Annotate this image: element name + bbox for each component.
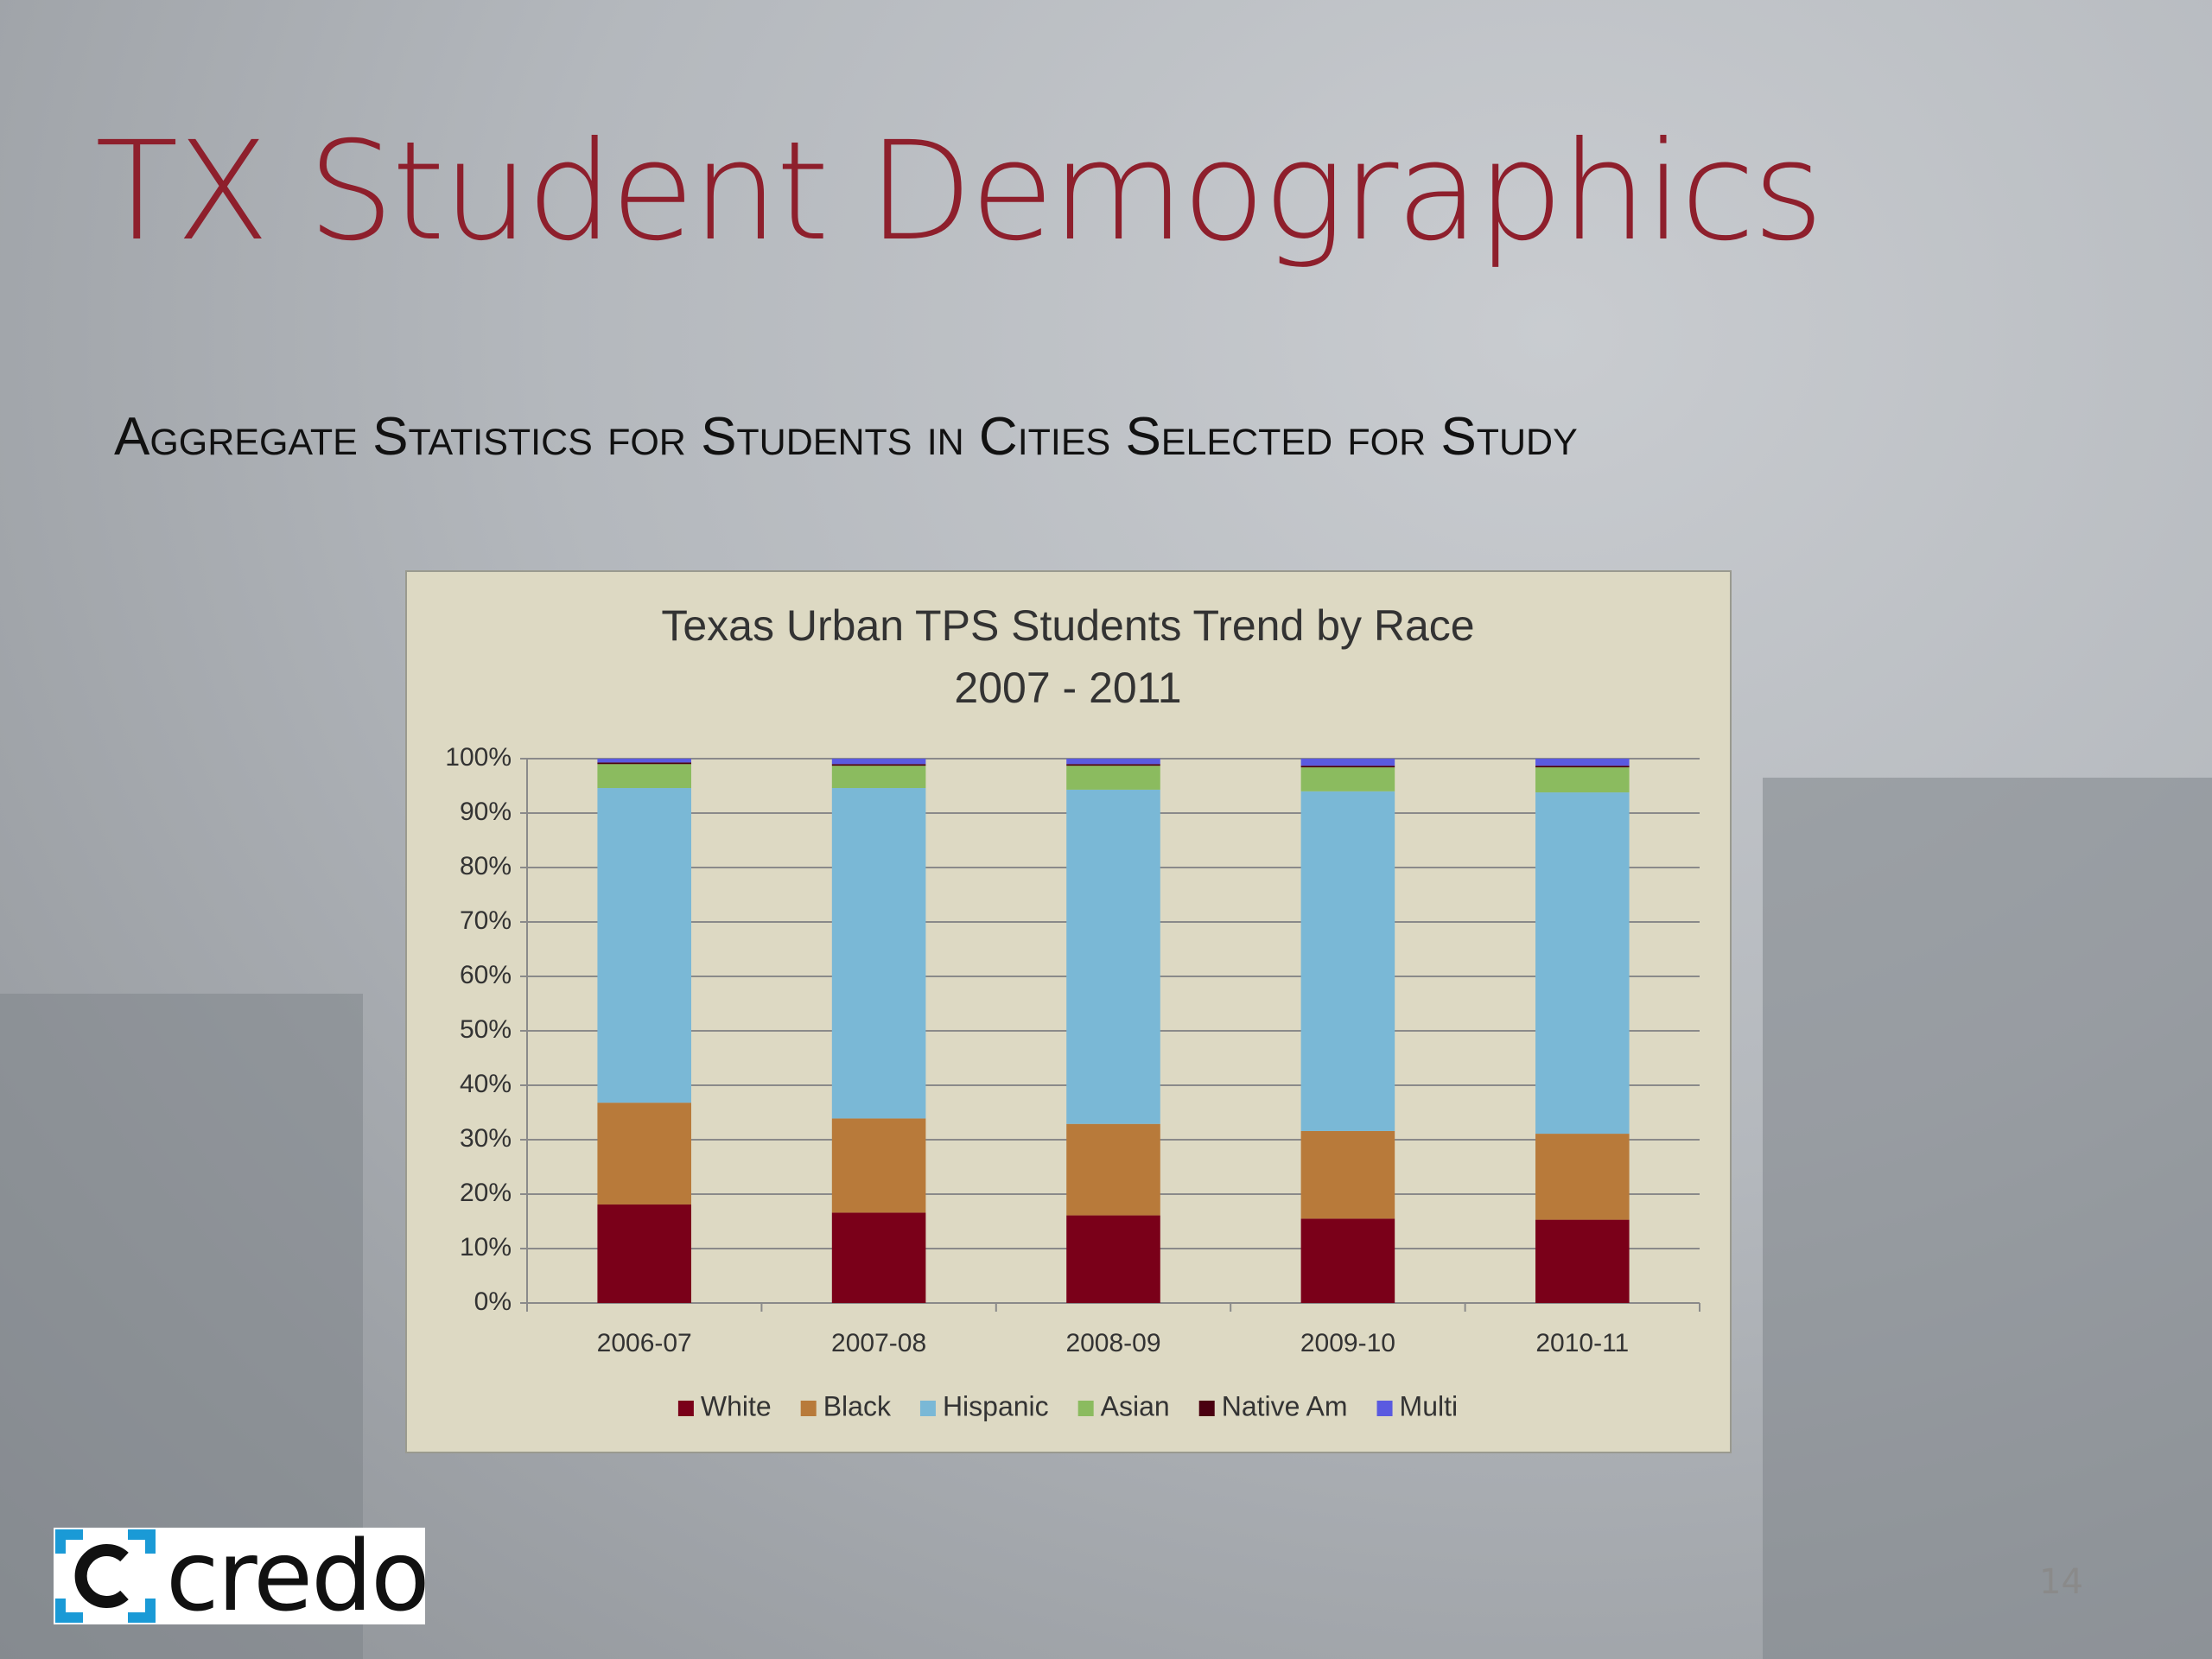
legend-swatch: [919, 1401, 936, 1416]
x-tick-label: 2009-10: [1300, 1329, 1395, 1357]
bar-segment: [597, 762, 691, 765]
x-tick-label: 2007-08: [831, 1329, 926, 1357]
bar-segment: [831, 1212, 926, 1303]
bar-segment: [597, 1103, 691, 1205]
y-tick-label: 60%: [460, 961, 512, 989]
bar-segment: [1066, 1123, 1160, 1216]
bar-segment: [1535, 1134, 1630, 1220]
legend-swatch: [677, 1401, 694, 1416]
chart-frame: Texas Urban TPS Students Trend by Race 2…: [405, 570, 1732, 1453]
bar-segment: [831, 766, 926, 789]
page-number: 14: [2039, 1562, 2083, 1602]
bar-segment: [1300, 1130, 1395, 1219]
logo-text: credo: [166, 1521, 430, 1633]
y-tick-label: 90%: [460, 798, 512, 826]
legend-swatch: [800, 1401, 817, 1416]
bar-segment: [597, 788, 691, 1103]
bar-segment: [831, 788, 926, 1119]
bar-segment: [1300, 791, 1395, 1131]
x-tick-label: 2008-09: [1065, 1329, 1160, 1357]
bar-segment: [1535, 766, 1630, 768]
bar-segment: [1535, 792, 1630, 1135]
bar-segment: [1066, 764, 1160, 766]
y-tick-label: 10%: [460, 1233, 512, 1262]
bar-segment: [1300, 767, 1395, 791]
y-tick-label: 80%: [460, 852, 512, 880]
bar-segment: [1300, 766, 1395, 768]
legend-label: White: [701, 1390, 772, 1421]
bar-segment: [1066, 766, 1160, 790]
bar-segment: [1066, 789, 1160, 1124]
bar-segment: [1300, 1218, 1395, 1303]
bar-segment: [1535, 1219, 1630, 1303]
bar-segment: [597, 1204, 691, 1303]
y-tick-label: 50%: [460, 1015, 512, 1044]
y-tick-label: 30%: [460, 1124, 512, 1153]
legend-swatch: [1376, 1401, 1393, 1416]
y-tick-label: 100%: [445, 743, 512, 772]
bar-segment: [597, 764, 691, 789]
legend-label: Black: [823, 1390, 892, 1421]
legend-label: Asian: [1101, 1390, 1170, 1421]
legend-swatch: [1198, 1401, 1215, 1416]
y-tick-label: 20%: [460, 1179, 512, 1207]
legend-label: Hispanic: [943, 1390, 1049, 1421]
y-tick-label: 40%: [460, 1070, 512, 1098]
y-tick-label: 0%: [474, 1287, 512, 1316]
logo-icon: [55, 1529, 156, 1623]
bar-segment: [1535, 767, 1630, 793]
bar-segment: [831, 759, 926, 765]
chart-title: 2007 - 2011: [954, 664, 1181, 712]
legend-label: Multi: [1400, 1390, 1459, 1421]
x-tick-label: 2010-11: [1535, 1329, 1629, 1357]
bar-segment: [1066, 759, 1160, 765]
slide-subtitle: Aggregate Statistics for Students in Cit…: [114, 407, 1578, 467]
legend-label: Native Am: [1222, 1390, 1348, 1421]
bar-segment: [1066, 1215, 1160, 1303]
bar-segment: [831, 764, 926, 766]
x-tick-label: 2006-07: [597, 1329, 692, 1357]
legend-swatch: [1077, 1401, 1094, 1416]
bar-segment: [597, 759, 691, 763]
bar-segment: [1300, 759, 1395, 766]
chart-title: Texas Urban TPS Students Trend by Race: [661, 601, 1474, 650]
bar-segment: [1535, 759, 1630, 766]
slide-title: TX Student Demographics: [95, 112, 1824, 271]
y-tick-label: 70%: [460, 906, 512, 935]
chart: Texas Urban TPS Students Trend by Race 2…: [445, 601, 1700, 1421]
background-building: [1763, 778, 2212, 1659]
logo: credo: [54, 1521, 430, 1633]
bar-segment: [831, 1118, 926, 1213]
